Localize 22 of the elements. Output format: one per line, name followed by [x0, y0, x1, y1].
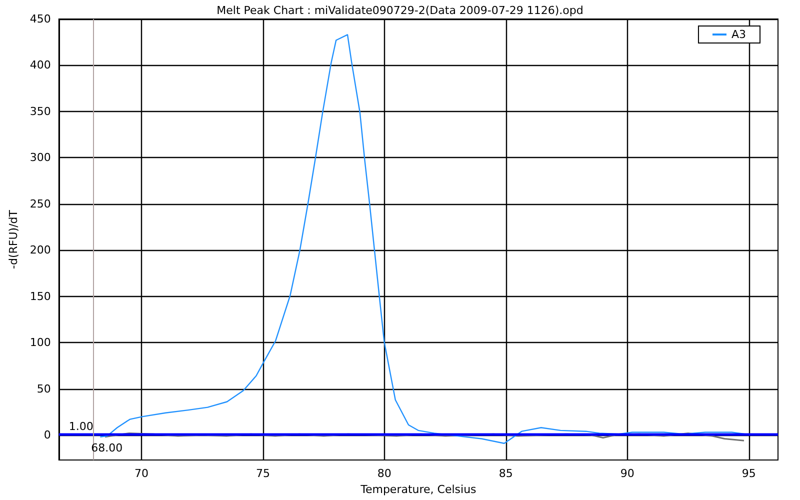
- x-tick-label: 70: [134, 467, 148, 480]
- ref-line-label: 1.00: [68, 420, 94, 434]
- ref-line-label: 68.00: [91, 442, 123, 455]
- y-tick-label: 250: [30, 197, 51, 210]
- y-tick-label: 200: [30, 244, 51, 257]
- x-tick-label: 75: [256, 467, 270, 480]
- y-axis-title: -d(RFU)/dT: [7, 210, 20, 269]
- y-tick-label: 300: [30, 151, 51, 164]
- x-tick-label: 90: [620, 467, 634, 480]
- y-tick-label: 0: [44, 428, 51, 442]
- x-tick-label: 80: [377, 467, 392, 480]
- x-tick-label: 95: [742, 467, 756, 480]
- y-tick-label: 50: [36, 382, 51, 396]
- y-tick-label: 150: [30, 290, 51, 303]
- x-axis-title: Temperature, Celsius: [360, 483, 477, 496]
- y-tick-label: 100: [30, 336, 51, 350]
- y-tick-label: 400: [30, 58, 51, 72]
- legend-label: A3: [731, 28, 746, 41]
- y-tick-label: 450: [30, 12, 51, 26]
- y-tick-label: 350: [30, 104, 51, 118]
- x-tick-label: 85: [498, 467, 513, 480]
- chart-title: Melt Peak Chart : miValidate090729-2(Data 2009-07-29 1126).opd: [216, 4, 584, 17]
